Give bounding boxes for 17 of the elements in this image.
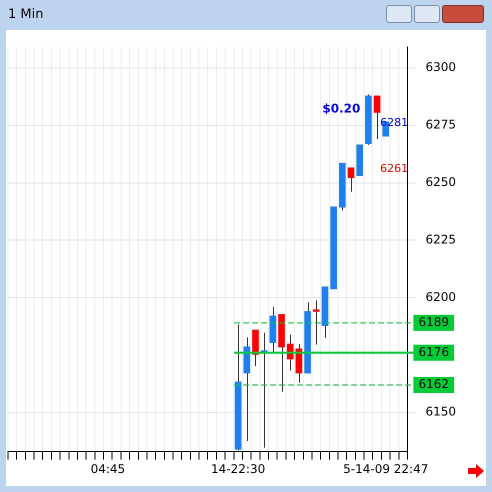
x-tick-label: 5-14-09 22:47 [343,462,428,476]
annotation: $0.20 [322,101,360,116]
candlestick [312,300,320,346]
ref-line-label: 6176 [418,344,450,359]
y-tick-label: 6250 [425,174,456,189]
y-tick-label: 6150 [425,404,456,419]
candlestick [348,167,354,192]
y-tick-label: 6300 [425,60,456,74]
candlestick [374,95,380,140]
x-tick-label: 14-22:30 [211,462,266,476]
chart-title: 1 Min [8,6,44,22]
y-tick-label: 6275 [425,117,456,132]
x-tick-label: 04:45 [90,462,126,476]
y-tick-label: 6225 [425,232,456,246]
ref-line-label: 6162 [418,377,450,392]
ref-line-label: 6189 [418,315,450,330]
y-tick-label: 6200 [425,290,456,304]
